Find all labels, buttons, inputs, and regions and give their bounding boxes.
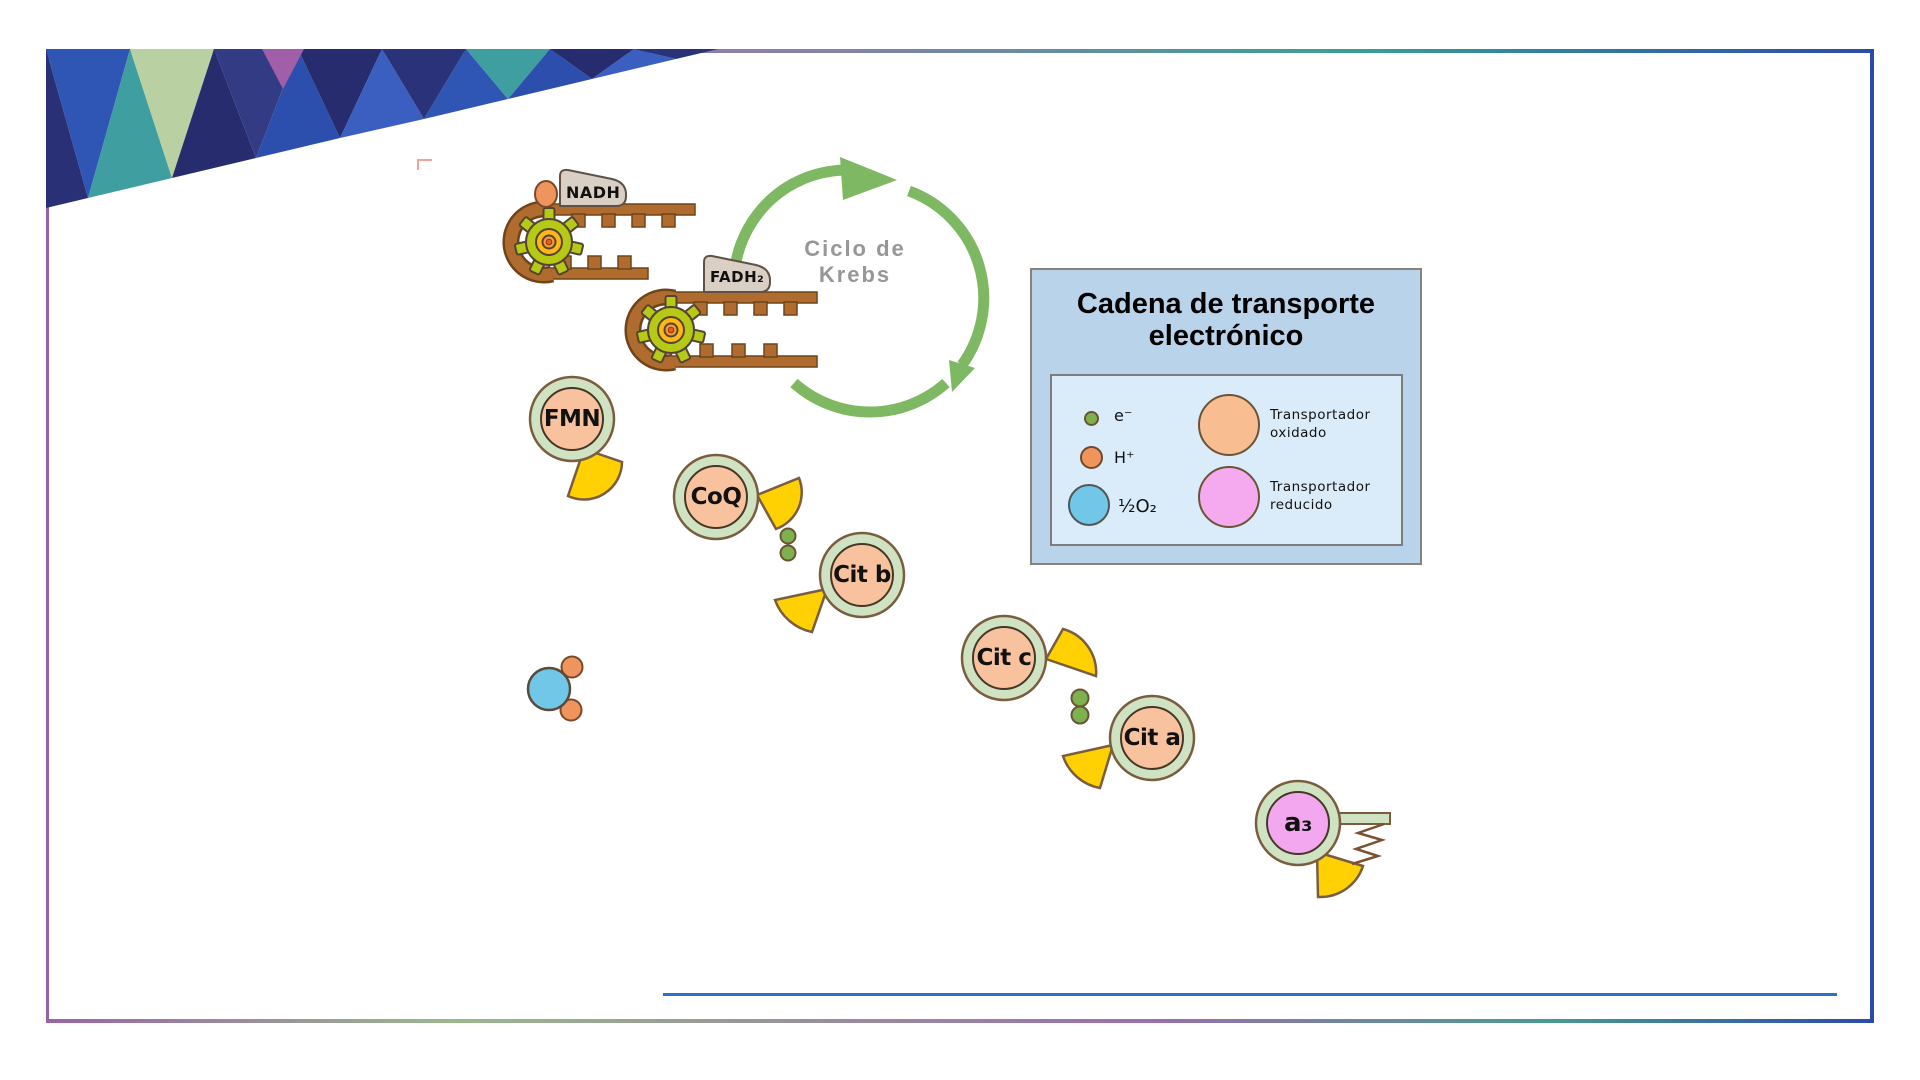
a3-spring [1351, 822, 1387, 866]
fmn-wedge [566, 447, 624, 501]
reduced-carrier-legend-icon [1198, 466, 1260, 528]
coq-wedge [755, 476, 803, 531]
krebs-arrowhead-top [840, 157, 897, 200]
carrier-fmn [528, 375, 616, 463]
oxidized-carrier-legend-icon [1198, 394, 1260, 456]
fadh-flag [703, 254, 771, 293]
a3-wedge [1315, 850, 1365, 899]
krebs-cycle-label: Ciclo de Krebs [804, 236, 906, 287]
carrier-label-a3: a₃ [1284, 808, 1312, 838]
krebs-arrowhead-bottom [949, 360, 975, 392]
carrier-coq [672, 453, 760, 541]
carrier-cita [1108, 694, 1196, 782]
electron-legend-icon [1084, 411, 1099, 426]
fadh-conveyor [624, 254, 818, 372]
red-corner-mark [417, 159, 432, 170]
proton-legend-label: H⁺ [1114, 448, 1135, 467]
proton-dot [560, 655, 584, 679]
carrier-label-cita: Cit a [1123, 725, 1181, 751]
reduced-carrier-legend-label: Transportador reducido [1270, 479, 1371, 513]
krebs-cycle-arrows [730, 164, 990, 418]
citc-wedge [1044, 627, 1098, 678]
bottom-underline [663, 993, 1837, 996]
carrier-citb [818, 531, 906, 619]
cita-wedge [1061, 743, 1115, 790]
oxygen-legend-label: ½O₂ [1118, 496, 1157, 517]
krebs-arc-left [730, 164, 846, 264]
oxygen-molecule [526, 655, 584, 722]
slide-border-right [1870, 49, 1874, 1023]
nadh-conveyor [502, 168, 696, 284]
slide-border-bottom [46, 1019, 1874, 1023]
carrier-label-fmn: FMN [543, 406, 601, 432]
fadh-flag-label: FADH₂ [710, 268, 765, 286]
electron-dot [779, 527, 797, 545]
nadh-proton [534, 180, 558, 208]
nadh-flag [559, 168, 627, 207]
electron-dot [1070, 705, 1090, 725]
triangle-mosaic-decoration [46, 49, 718, 208]
electron-dot [779, 544, 797, 562]
slide-border-left [46, 49, 49, 1023]
proton-legend-icon [1080, 446, 1103, 469]
carrier-citc [960, 614, 1048, 702]
legend-inner-box: e⁻ H⁺ ½O₂ Transportador oxidado Transpor… [1050, 374, 1403, 546]
oxidized-carrier-legend-label: Transportador oxidado [1270, 407, 1371, 441]
proton-dot [559, 698, 583, 722]
krebs-arc-bottom [790, 378, 950, 418]
carrier-label-citc: Cit c [976, 645, 1032, 671]
nadh-flag-label: NADH [566, 183, 621, 202]
oxygen-atom [526, 666, 572, 712]
electron-legend-label: e⁻ [1114, 406, 1133, 425]
legend-box: Cadena de transporte electrónico e⁻ H⁺ ½… [1030, 268, 1422, 565]
carrier-label-citb: Cit b [833, 562, 891, 588]
krebs-arc-right [907, 185, 990, 369]
oxygen-legend-icon [1068, 484, 1110, 526]
carrier-a3 [1254, 779, 1342, 867]
citb-wedge [773, 587, 829, 634]
legend-title: Cadena de transporte electrónico [1076, 288, 1376, 353]
slide-border-top [46, 49, 1874, 53]
carrier-label-coq: CoQ [690, 484, 742, 510]
electron-dot [1070, 688, 1090, 708]
nadh-track [502, 200, 696, 284]
